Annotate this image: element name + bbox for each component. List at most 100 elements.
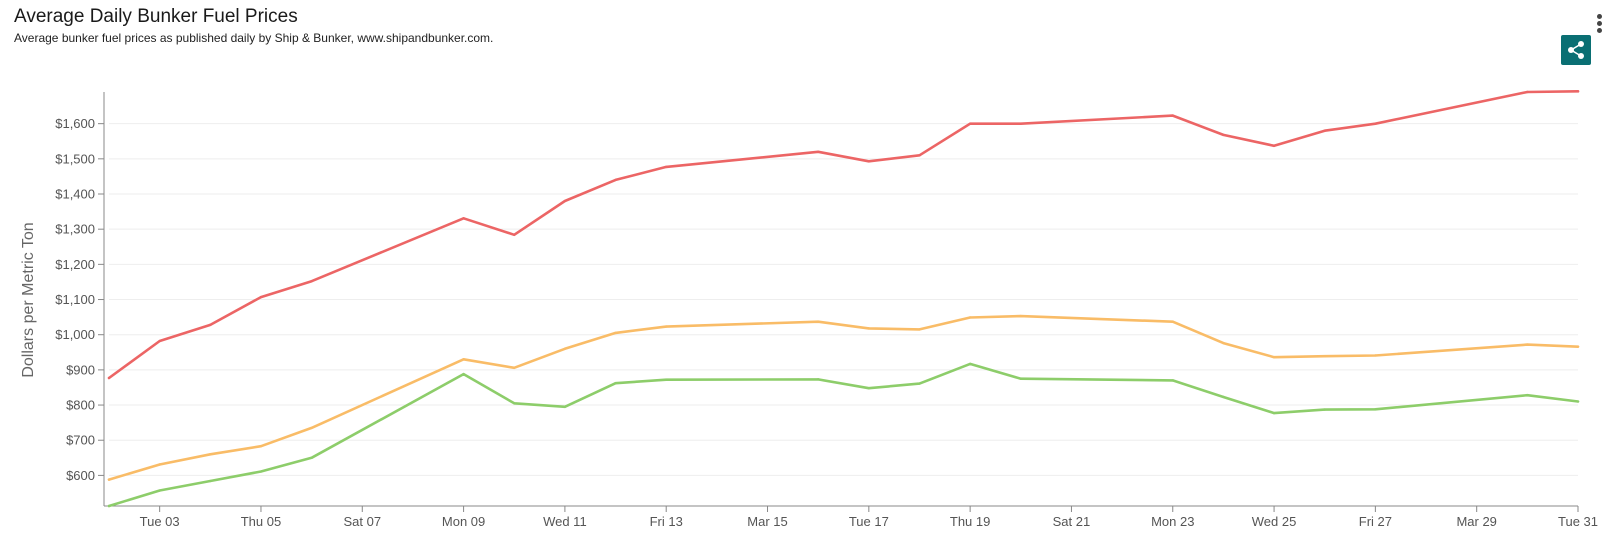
x-tick-label: Thu 19 bbox=[950, 514, 990, 529]
data-point[interactable] bbox=[1576, 345, 1580, 348]
data-point[interactable] bbox=[1171, 379, 1174, 382]
x-tick-label: Sat 21 bbox=[1053, 514, 1091, 529]
data-point[interactable] bbox=[1222, 395, 1225, 399]
data-point[interactable] bbox=[158, 489, 161, 492]
data-point[interactable] bbox=[107, 504, 111, 508]
chart-title: Average Daily Bunker Fuel Prices bbox=[14, 6, 298, 27]
data-point[interactable] bbox=[462, 358, 465, 361]
data-point[interactable] bbox=[968, 122, 972, 125]
data-point[interactable] bbox=[665, 165, 668, 169]
data-point[interactable] bbox=[614, 178, 617, 182]
data-point[interactable] bbox=[310, 280, 313, 283]
y-tick-label: $900 bbox=[66, 362, 95, 377]
y-tick-label: $1,300 bbox=[55, 222, 95, 237]
series-line-3[interactable] bbox=[107, 362, 1580, 508]
data-point[interactable] bbox=[107, 376, 111, 380]
data-point[interactable] bbox=[563, 347, 567, 350]
gridlines bbox=[109, 123, 1578, 476]
data-point[interactable] bbox=[563, 405, 567, 409]
data-point[interactable] bbox=[968, 316, 972, 319]
data-point[interactable] bbox=[816, 150, 820, 153]
share-button[interactable] bbox=[1561, 35, 1591, 65]
data-point[interactable] bbox=[867, 327, 871, 330]
data-point[interactable] bbox=[1171, 320, 1174, 323]
x-tick-label: Wed 11 bbox=[543, 514, 587, 529]
x-tick-label: Sat 07 bbox=[343, 514, 381, 529]
data-point[interactable] bbox=[107, 478, 111, 481]
data-point[interactable] bbox=[209, 323, 212, 327]
data-point[interactable] bbox=[1272, 356, 1276, 359]
y-tick-label: $1,100 bbox=[55, 292, 95, 307]
data-point[interactable] bbox=[1576, 90, 1580, 93]
x-tick-label: Mar 29 bbox=[1456, 514, 1496, 529]
y-tick-label: $1,400 bbox=[55, 187, 95, 202]
data-point[interactable] bbox=[310, 426, 313, 430]
data-point[interactable] bbox=[209, 453, 212, 456]
chart-subtitle: Average bunker fuel prices as published … bbox=[14, 31, 494, 45]
data-point[interactable] bbox=[1222, 341, 1225, 345]
data-point[interactable] bbox=[867, 386, 871, 390]
data-point[interactable] bbox=[1526, 343, 1529, 346]
y-tick-label: $1,600 bbox=[55, 116, 95, 131]
data-point[interactable] bbox=[1374, 408, 1377, 411]
data-point[interactable] bbox=[1019, 122, 1022, 125]
data-point[interactable] bbox=[918, 382, 921, 385]
data-point[interactable] bbox=[1019, 314, 1022, 318]
data-point[interactable] bbox=[158, 463, 161, 466]
data-point[interactable] bbox=[259, 295, 263, 299]
data-point[interactable] bbox=[1019, 377, 1022, 380]
data-point[interactable] bbox=[918, 154, 921, 157]
data-point[interactable] bbox=[563, 199, 567, 203]
data-point[interactable] bbox=[158, 339, 161, 343]
series-line-2[interactable] bbox=[107, 314, 1580, 481]
data-point[interactable] bbox=[259, 445, 263, 448]
data-point[interactable] bbox=[1222, 133, 1225, 137]
x-tick-label: Mon 23 bbox=[1151, 514, 1194, 529]
x-tick-label: Wed 25 bbox=[1252, 514, 1297, 529]
data-point[interactable] bbox=[1374, 354, 1377, 357]
data-point[interactable] bbox=[513, 233, 516, 237]
data-point[interactable] bbox=[259, 470, 263, 473]
x-tick-label: Thu 05 bbox=[241, 514, 281, 529]
vertical-dots-icon bbox=[1596, 14, 1602, 19]
data-point[interactable] bbox=[462, 372, 465, 376]
data-point[interactable] bbox=[209, 479, 212, 483]
data-point[interactable] bbox=[513, 366, 516, 369]
data-point[interactable] bbox=[513, 402, 516, 405]
data-point[interactable] bbox=[1576, 400, 1580, 403]
data-point[interactable] bbox=[614, 331, 617, 335]
data-point[interactable] bbox=[1272, 411, 1276, 415]
y-axis-title: Dollars per Metric Ton bbox=[20, 222, 37, 377]
x-tick-label: Mon 09 bbox=[442, 514, 485, 529]
y-tick-label: $1,500 bbox=[55, 151, 95, 166]
data-point[interactable] bbox=[867, 160, 871, 163]
data-point[interactable] bbox=[614, 382, 617, 385]
data-point[interactable] bbox=[1526, 394, 1529, 397]
data-point[interactable] bbox=[462, 217, 465, 220]
data-point[interactable] bbox=[665, 325, 668, 328]
data-point[interactable] bbox=[310, 456, 313, 460]
data-point[interactable] bbox=[816, 378, 820, 381]
data-point[interactable] bbox=[1171, 114, 1174, 117]
x-axis-ticks: Tue 03 Thu 05 Sat 07 Mon 09 Wed 11 Fri 13 Mar … bbox=[140, 506, 1598, 529]
series-lines bbox=[107, 90, 1580, 508]
data-point[interactable] bbox=[1374, 122, 1377, 125]
data-point[interactable] bbox=[968, 362, 972, 366]
series-line-1[interactable] bbox=[107, 90, 1580, 380]
x-tick-label: Mar 15 bbox=[747, 514, 787, 529]
y-tick-label: $600 bbox=[66, 468, 95, 483]
data-point[interactable] bbox=[1323, 354, 1326, 358]
data-point[interactable] bbox=[1526, 90, 1529, 94]
data-point[interactable] bbox=[665, 378, 668, 381]
x-tick-label: Fri 13 bbox=[650, 514, 683, 529]
data-point[interactable] bbox=[816, 320, 820, 323]
data-point[interactable] bbox=[918, 328, 921, 331]
data-point[interactable] bbox=[1272, 144, 1276, 148]
x-tick-label: Fri 27 bbox=[1359, 514, 1392, 529]
chart-menu-button[interactable] bbox=[1592, 14, 1606, 38]
y-tick-label: $800 bbox=[66, 398, 95, 413]
data-point[interactable] bbox=[1323, 408, 1326, 411]
data-point[interactable] bbox=[1323, 129, 1326, 132]
x-tick-label: Tue 03 bbox=[140, 514, 180, 529]
